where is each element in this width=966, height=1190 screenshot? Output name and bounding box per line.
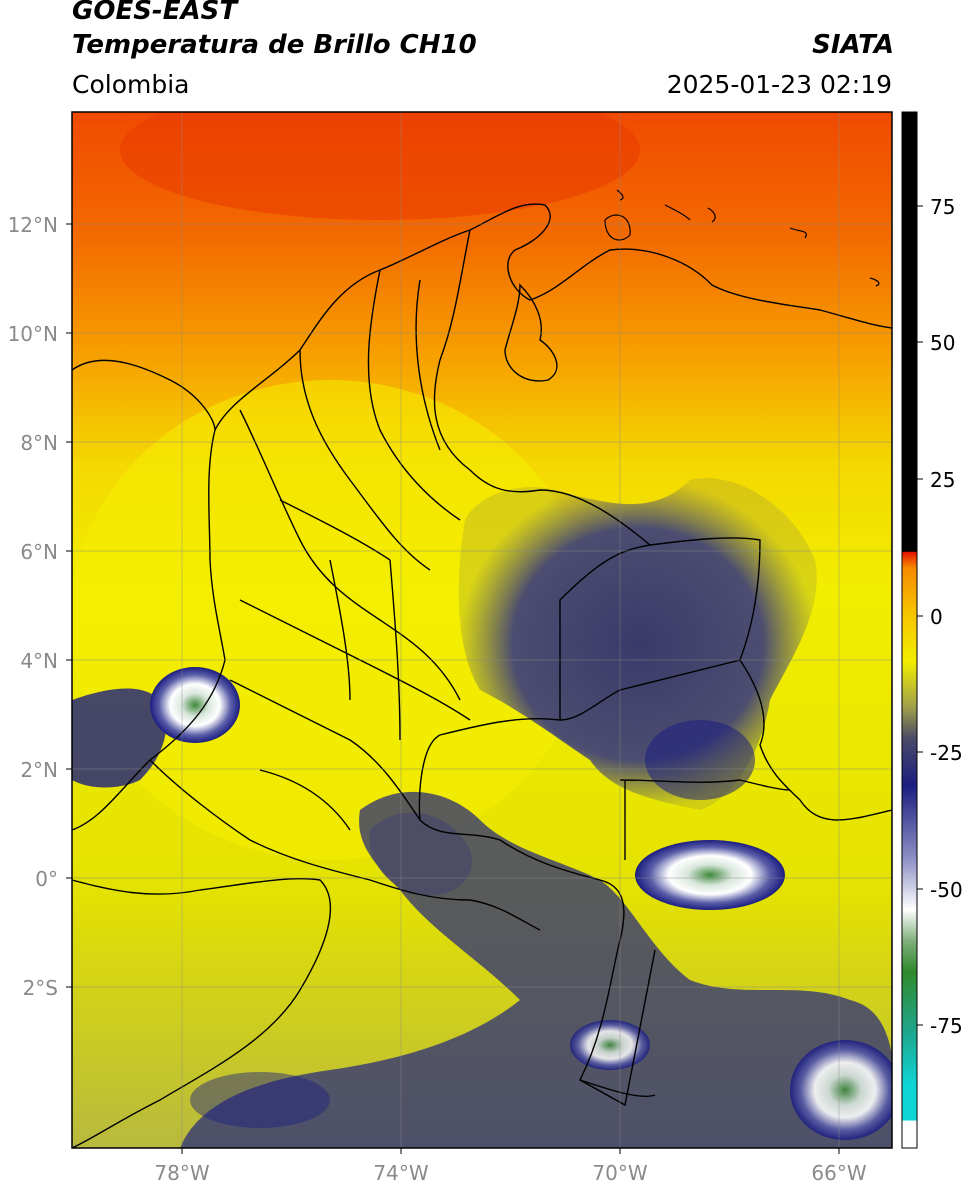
lat-tick-label: 2°S [23, 976, 58, 1000]
lat-tick-label: 6°N [20, 540, 58, 564]
lat-tick-label: 0° [35, 867, 58, 891]
region-label: Colombia [72, 70, 190, 99]
colorbar-tick-label: 25 [930, 468, 955, 492]
datetime-label: 2025-01-23 02:19 [666, 70, 892, 99]
lon-tick-label: 66°W [811, 1161, 866, 1185]
cloud-band-south [180, 791, 892, 1148]
lat-axis: 12°N 10°N 8°N 6°N 4°N 2°N 0° 2°S [8, 213, 72, 1000]
product-title: Temperatura de Brillo CH10 [72, 30, 477, 60]
lat-tick-label: 4°N [20, 649, 58, 673]
colorbar-tick-label: 0 [930, 605, 943, 629]
graticule [72, 112, 892, 1148]
storm-cell-amazon [635, 840, 785, 910]
colorbar-tick-label: -25 [930, 741, 963, 765]
organization-label: SIATA [812, 30, 894, 60]
colorbar-tick-label: 50 [930, 331, 955, 355]
colorbar-tick-label: -75 [930, 1014, 963, 1038]
map-frame [71, 111, 893, 1149]
lon-axis: 78°W 74°W 70°W 66°W [154, 1148, 867, 1185]
lat-tick-label: 2°N [20, 758, 58, 782]
lat-tick-label: 12°N [8, 213, 58, 237]
colorbar-tick-label: -50 [930, 878, 963, 902]
storm-cell-pacific [150, 667, 240, 743]
lat-tick-label: 10°N [8, 322, 58, 346]
brightness-temperature-field [72, 112, 892, 1148]
colorbar-ticks: 75 50 25 0 -25 -50 -75 [917, 195, 963, 1038]
colorbar-tick-label: 75 [930, 195, 955, 219]
colorbar [901, 111, 918, 1149]
lat-tick-label: 8°N [20, 431, 58, 455]
lon-tick-label: 74°W [373, 1161, 428, 1185]
lon-tick-label: 78°W [154, 1161, 209, 1185]
lon-tick-label: 70°W [592, 1161, 647, 1185]
satellite-title: GOES-EAST [72, 0, 238, 26]
